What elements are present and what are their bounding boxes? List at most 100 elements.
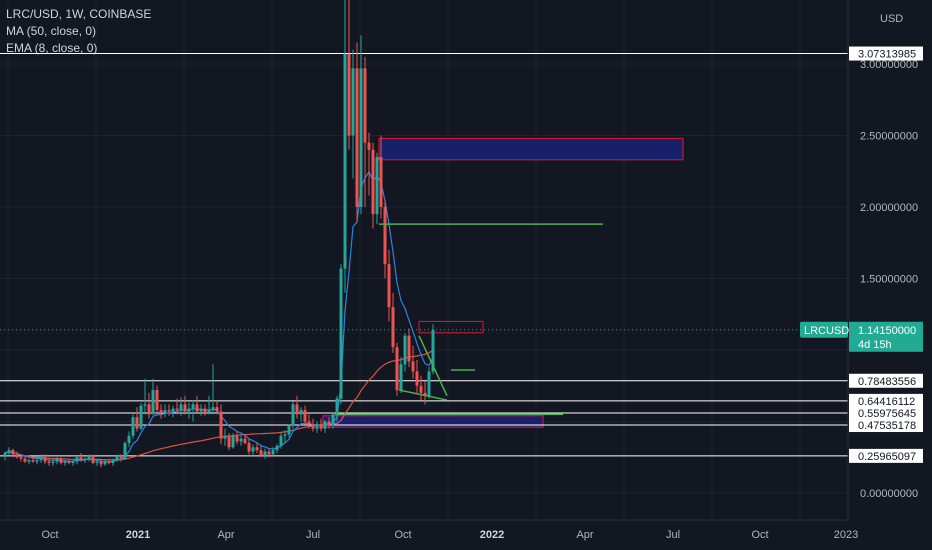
candle-body — [111, 460, 115, 463]
candle-body — [195, 404, 199, 412]
level-price-label: 0.64416112 — [858, 396, 915, 408]
symbol-line[interactable]: LRC/USD, 1W, COINBASE — [6, 7, 152, 21]
candle-body — [179, 404, 183, 411]
candle-body — [167, 410, 171, 412]
candle-body — [335, 398, 339, 415]
candle-body — [235, 435, 239, 442]
candle-body — [187, 408, 191, 412]
candle-body — [155, 390, 159, 411]
candle-body — [291, 404, 295, 426]
ema-line-label[interactable]: EMA (8, close, 0) — [6, 41, 98, 55]
candle-body — [71, 461, 75, 463]
candle-body — [375, 156, 379, 215]
candle-body — [115, 455, 119, 461]
level-price-tag — [849, 418, 923, 433]
candle-body — [95, 461, 99, 463]
candle-body — [87, 455, 91, 459]
symbol-tag-label: LRCUSD — [804, 325, 849, 337]
x-tick-label: Jul — [306, 529, 320, 541]
level-price-label: 0.47535178 — [858, 420, 916, 432]
candle-body — [103, 461, 107, 465]
candle-body — [299, 410, 303, 415]
candle-body — [343, 53, 347, 269]
candle-body — [99, 461, 103, 465]
candle-body — [355, 68, 359, 207]
candle-body — [35, 460, 39, 462]
candle-body — [107, 461, 111, 463]
candle-body — [279, 435, 283, 446]
candle-body — [147, 404, 151, 415]
candle-body — [399, 364, 403, 391]
candle-body — [27, 460, 31, 462]
candle-body — [127, 435, 131, 443]
level-price-tag — [849, 46, 923, 61]
candle-body — [407, 335, 411, 362]
candle-body — [43, 457, 47, 462]
currency-label: USD — [880, 13, 903, 25]
trend-line — [418, 335, 448, 397]
x-tick-label: Jul — [666, 529, 680, 541]
candle-body — [247, 442, 251, 452]
ma-line-label[interactable]: MA (50, close, 0) — [6, 24, 97, 38]
x-tick-label: Apr — [217, 529, 234, 541]
candle-body — [263, 451, 267, 456]
candle-body — [387, 264, 391, 308]
y-tick-label: 3.00000000 — [860, 59, 918, 71]
candle-body — [315, 424, 319, 429]
candle-body — [47, 461, 51, 463]
time-axis — [0, 520, 848, 550]
candle-body — [19, 457, 23, 459]
x-tick-label: Oct — [41, 529, 58, 541]
candle-body — [423, 392, 427, 396]
candle-body — [271, 450, 275, 455]
candle-body — [311, 424, 315, 429]
candle-body — [379, 156, 383, 207]
candle-body — [159, 410, 163, 413]
candle-body — [91, 455, 95, 463]
zone-box — [418, 320, 484, 334]
candle-body — [67, 461, 71, 463]
countdown-label: 4d 15h — [858, 339, 892, 351]
candle-body — [83, 458, 87, 461]
zone-box — [322, 415, 544, 428]
candle-body — [419, 385, 423, 393]
x-tick-label: 2021 — [126, 529, 150, 541]
current-price-tag — [849, 321, 923, 352]
symbol-tag — [800, 321, 848, 338]
candle-body — [203, 408, 207, 413]
candle-body — [283, 434, 287, 436]
candle-body — [51, 461, 55, 463]
candle-body — [415, 371, 419, 386]
candle-body — [295, 404, 299, 415]
candle-body — [323, 421, 327, 429]
candle-body — [171, 408, 175, 412]
candle-body — [175, 408, 179, 411]
chart-legend: LRC/USD, 1W, COINBASE MA (50, close, 0) … — [6, 6, 151, 57]
candle-body — [303, 410, 307, 422]
x-tick-label: Apr — [576, 529, 593, 541]
level-price-label: 3.07313985 — [858, 49, 916, 61]
candle-body — [119, 455, 123, 459]
candle-body — [211, 407, 215, 411]
candle-body — [7, 450, 11, 453]
candle-body — [367, 142, 371, 150]
candle-body — [243, 438, 247, 443]
candle-body — [199, 408, 203, 412]
y-tick-label: 0.00000000 — [860, 488, 918, 500]
candle-body — [39, 457, 43, 461]
candle-body — [191, 404, 195, 409]
candle-body — [307, 421, 311, 425]
candle-body — [135, 417, 139, 429]
candle-body — [331, 414, 335, 426]
y-tick-label: 2.50000000 — [860, 131, 918, 143]
candle-body — [359, 68, 363, 207]
candle-body — [55, 458, 59, 462]
candle-body — [227, 435, 231, 448]
candle-body — [15, 454, 19, 458]
candle-body — [143, 404, 147, 406]
candle-body — [11, 450, 15, 455]
y-tick-label: 1.50000000 — [860, 274, 918, 286]
